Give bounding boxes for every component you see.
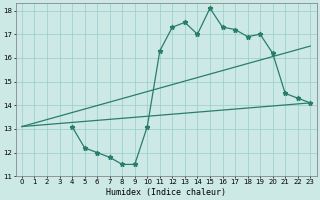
X-axis label: Humidex (Indice chaleur): Humidex (Indice chaleur)	[106, 188, 226, 197]
